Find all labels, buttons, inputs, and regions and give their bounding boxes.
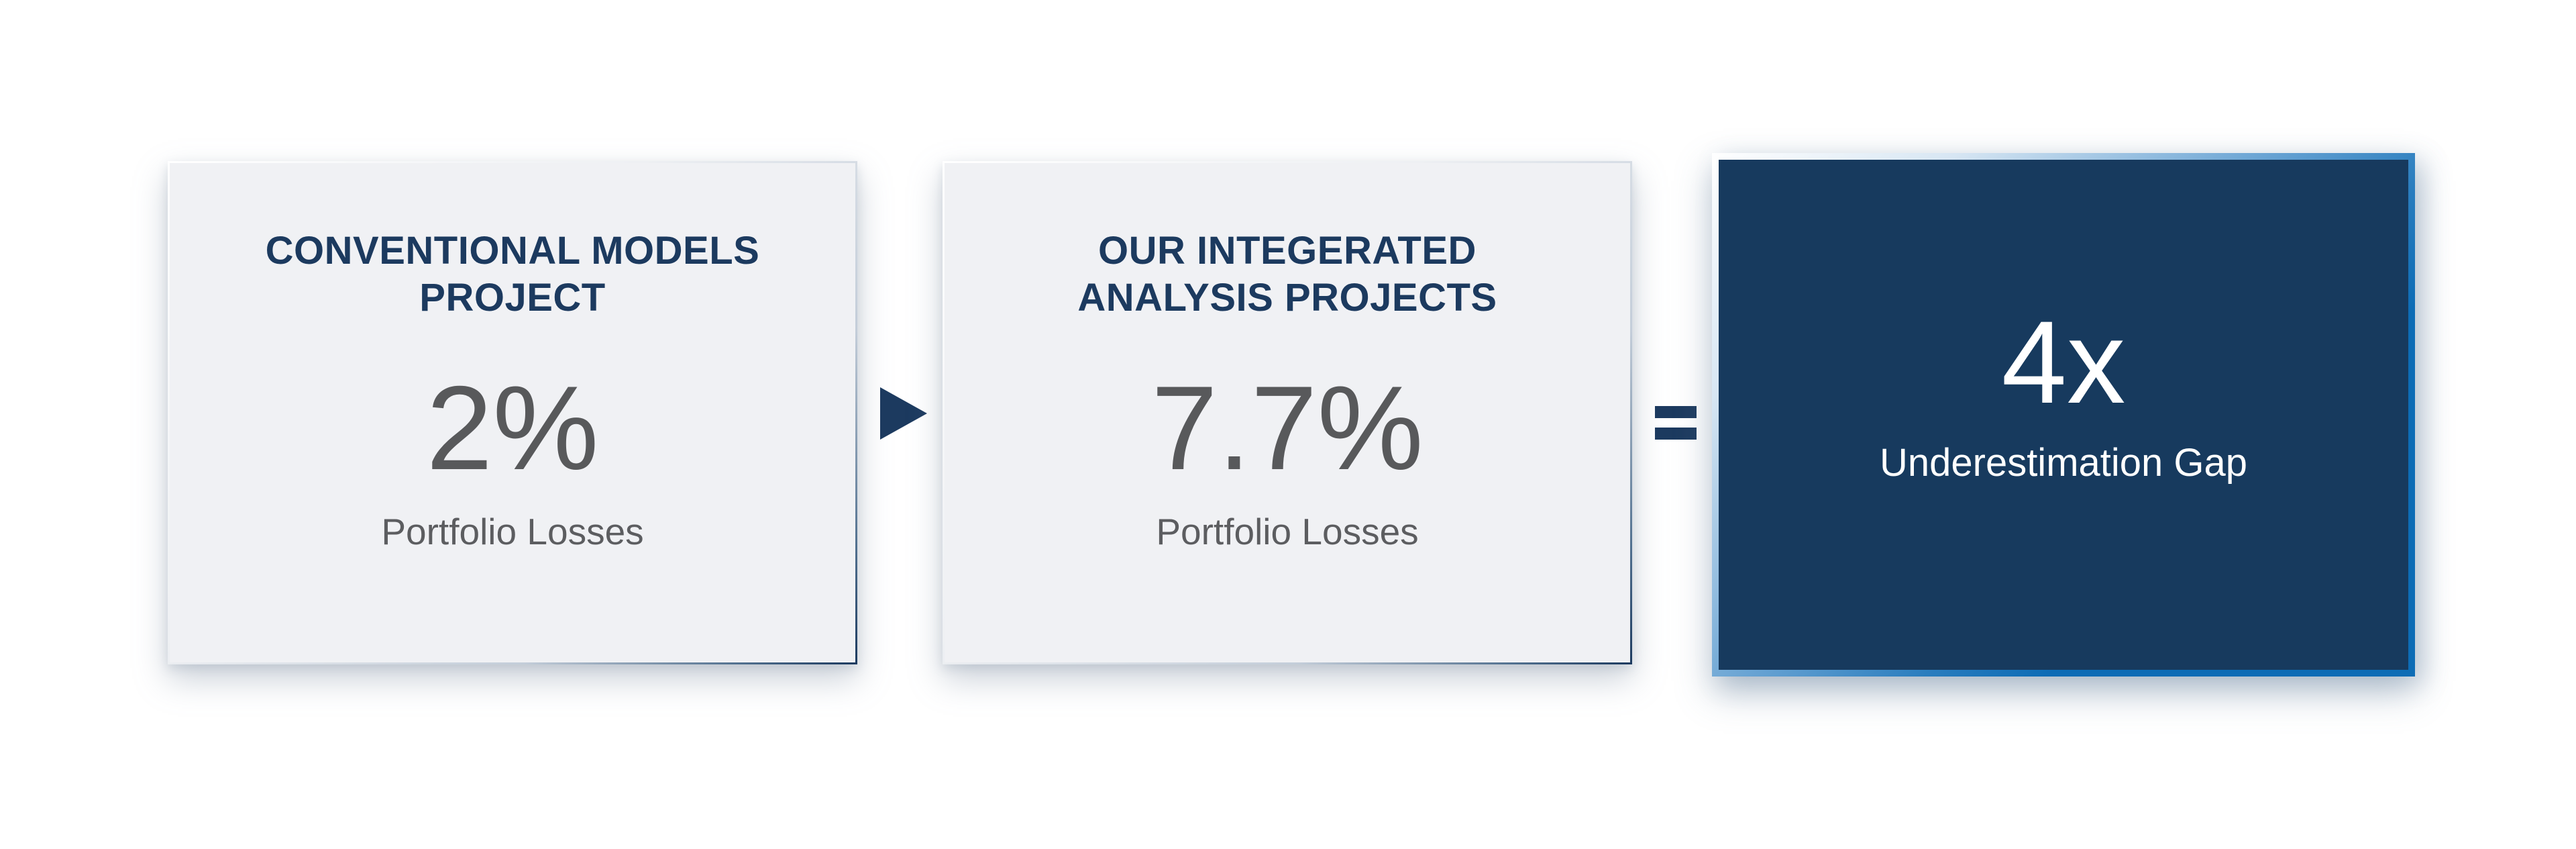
card-title-integrated: OUR INTEGERATED ANALYSIS PROJECTS bbox=[1077, 229, 1497, 320]
card-conventional-models-body: CONVENTIONAL MODELS PROJECT 2% Portfolio… bbox=[170, 163, 855, 662]
equals-bottom-bar bbox=[1655, 428, 1697, 440]
equals-top-bar bbox=[1655, 406, 1697, 418]
card-underestimation-gap: 4x Underestimation Gap bbox=[1712, 153, 2415, 677]
card-label-conventional: Portfolio Losses bbox=[381, 511, 644, 553]
equals-icon bbox=[1655, 406, 1697, 440]
card-underestimation-gap-body: 4x Underestimation Gap bbox=[1719, 160, 2408, 670]
card-label-integrated: Portfolio Losses bbox=[1156, 511, 1419, 553]
card-title-conventional: CONVENTIONAL MODELS PROJECT bbox=[265, 229, 760, 320]
card-value-integrated: 7.7% bbox=[1151, 361, 1424, 495]
card-conventional-models: CONVENTIONAL MODELS PROJECT 2% Portfolio… bbox=[168, 161, 857, 664]
card-value-conventional: 2% bbox=[426, 361, 599, 495]
card-integrated-analysis: OUR INTEGERATED ANALYSIS PROJECTS 7.7% P… bbox=[943, 161, 1632, 664]
card-integrated-analysis-body: OUR INTEGERATED ANALYSIS PROJECTS 7.7% P… bbox=[945, 163, 1630, 662]
gap-value: 4x bbox=[2001, 297, 2126, 428]
gap-label: Underestimation Gap bbox=[1879, 441, 2248, 485]
arrow-right-icon bbox=[880, 387, 927, 440]
